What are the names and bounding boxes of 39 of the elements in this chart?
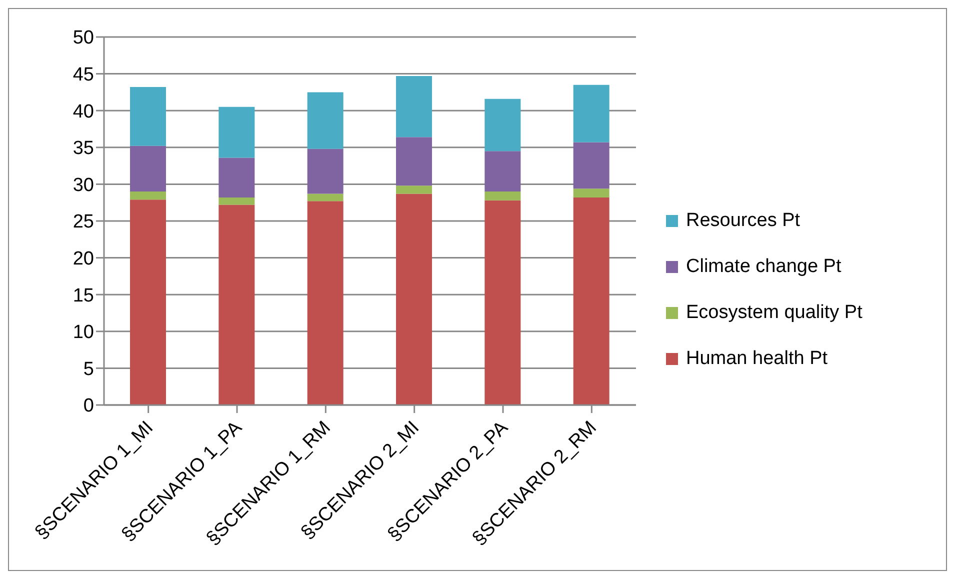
bar	[573, 84, 610, 142]
legend-label: Climate change Pt	[686, 256, 842, 278]
y-tick-label: 35	[72, 138, 94, 160]
y-tick-label: 5	[83, 358, 94, 380]
legend-label: Human health Pt	[686, 348, 828, 370]
bar	[396, 194, 432, 405]
bar	[218, 197, 255, 205]
bar	[130, 146, 166, 192]
legend-label: Ecosystem quality Pt	[686, 302, 862, 324]
bar	[307, 148, 344, 194]
bar	[573, 188, 610, 198]
bar	[396, 186, 432, 194]
bar	[573, 197, 610, 405]
bar	[396, 76, 432, 138]
bar	[573, 142, 610, 189]
y-tick-label: 40	[72, 101, 94, 122]
y-tick-label: 10	[72, 322, 94, 344]
bar	[218, 204, 255, 405]
bar	[307, 92, 344, 149]
legend-label: Resources Pt	[686, 210, 800, 232]
bar	[218, 106, 255, 158]
bar	[307, 201, 344, 405]
bar	[130, 192, 166, 200]
bar	[484, 98, 521, 152]
bar	[484, 192, 521, 200]
y-tick-label: 50	[72, 28, 94, 49]
bar	[396, 137, 432, 186]
bar	[307, 194, 344, 202]
bar	[130, 87, 166, 146]
bar	[484, 200, 521, 405]
y-tick-label: 20	[72, 248, 94, 270]
y-tick-label: 25	[72, 212, 94, 233]
y-tick-label: 30	[72, 174, 94, 196]
bar	[218, 158, 255, 198]
bar	[484, 151, 521, 192]
y-tick-label: 0	[83, 396, 94, 417]
y-tick-label: 45	[72, 64, 94, 86]
bar	[130, 200, 166, 405]
y-tick-label: 15	[72, 285, 94, 306]
